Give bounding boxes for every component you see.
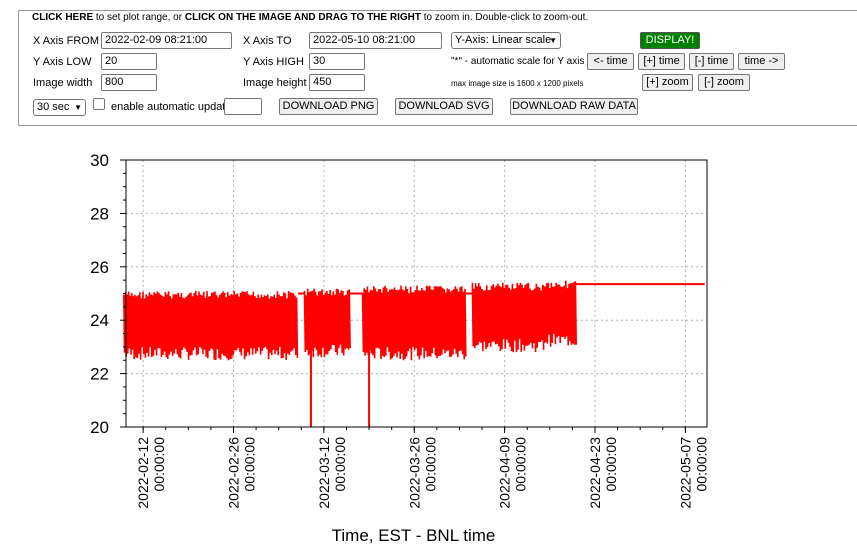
- x-tick-date: 2022-04-09: [497, 437, 513, 509]
- y-tick-label: 24: [90, 311, 109, 330]
- y-tick-label: 26: [90, 258, 109, 277]
- y-axis-scale-select[interactable]: Y-Axis: Linear scale ▼: [451, 32, 561, 49]
- x-tick-time: 00:00:00: [241, 437, 257, 492]
- auto-update-checkbox[interactable]: [93, 98, 105, 110]
- x-tick-time: 00:00:00: [422, 437, 438, 492]
- x-tick-label: 2022-04-09 00:00:00: [497, 437, 529, 509]
- time-minus-button[interactable]: [-] time: [689, 53, 734, 70]
- legend-part: CLICK ON THE IMAGE AND DRAG TO THE RIGHT: [184, 12, 421, 23]
- x-axis-to-input[interactable]: 2022-05-10 08:21:00: [309, 32, 442, 49]
- x-tick-date: 2022-04-23: [587, 437, 603, 509]
- download-png-button[interactable]: DOWNLOAD PNG: [279, 98, 378, 115]
- x-tick-label: 2022-04-23 00:00:00: [587, 437, 619, 509]
- series-segment: [361, 285, 467, 361]
- time-plus-button[interactable]: [+] time: [638, 53, 685, 70]
- display-button[interactable]: DISPLAY!: [640, 32, 700, 49]
- auto-update-label: enable automatic update: [111, 101, 232, 113]
- x-axis-from-input[interactable]: 2022-02-09 08:21:00: [101, 32, 232, 49]
- y-axis-high-input[interactable]: 30: [309, 53, 365, 70]
- series-segment: [471, 282, 545, 353]
- refresh-interval-value: 30 sec: [37, 101, 70, 113]
- time-forward-button[interactable]: time ->: [738, 53, 785, 70]
- image-height-label: Image height: [243, 77, 307, 89]
- x-tick-time: 00:00:00: [513, 437, 529, 492]
- y-tick-label: 30: [90, 151, 109, 170]
- x-tick-time: 00:00:00: [693, 437, 709, 492]
- x-tick-date: 2022-02-26: [225, 437, 241, 509]
- y-axis-low-input[interactable]: 20: [101, 53, 157, 70]
- y-tick-label: 22: [90, 365, 109, 384]
- x-axis-to-label: X Axis TO: [243, 35, 292, 47]
- zoom-out-button[interactable]: [-] zoom: [698, 74, 750, 91]
- legend-part: to zoom in. Double-click to zoom-out.: [420, 12, 589, 23]
- auto-update-input[interactable]: [224, 98, 262, 115]
- image-width-input[interactable]: 800: [101, 74, 157, 91]
- x-tick-date: 2022-03-26: [406, 437, 422, 509]
- auto-scale-note: "*" - automatic scale for Y axis: [451, 56, 585, 67]
- y-axis-high-label: Y Axis HIGH: [243, 56, 304, 68]
- x-tick-label: 2022-02-12 00:00:00: [135, 437, 167, 509]
- x-tick-time: 00:00:00: [332, 437, 348, 492]
- legend-part: CLICK HERE: [32, 12, 94, 23]
- download-raw-data-button[interactable]: DOWNLOAD RAW DATA: [510, 98, 638, 115]
- x-tick-label: 2022-03-12 00:00:00: [316, 437, 348, 509]
- chart-data-layer: [123, 280, 705, 427]
- image-height-input[interactable]: 450: [309, 74, 365, 91]
- series-segment: [542, 280, 577, 347]
- x-tick-date: 2022-05-07: [677, 437, 693, 509]
- image-width-label: Image width: [33, 77, 93, 89]
- x-tick-date: 2022-02-12: [135, 437, 151, 509]
- plot-controls-panel: [18, 10, 857, 126]
- chevron-down-icon: ▼: [74, 103, 82, 112]
- x-tick-time: 00:00:00: [151, 437, 167, 492]
- x-axis-label: Time, EST - BNL time: [332, 526, 496, 545]
- x-axis-from-label: X Axis FROM: [33, 35, 100, 47]
- series-segment: [303, 288, 351, 358]
- legend-part: to set plot range, or: [93, 12, 185, 23]
- x-tick-date: 2022-03-12: [316, 437, 332, 509]
- x-tick-label: 2022-03-26 00:00:00: [406, 437, 438, 509]
- y-tick-label: 20: [90, 418, 109, 437]
- x-tick-time: 00:00:00: [603, 437, 619, 492]
- chevron-down-icon: ▼: [549, 36, 557, 45]
- max-size-note: max image size is 1600 x 1200 pixels: [451, 79, 584, 88]
- series-segment: [123, 290, 299, 361]
- x-tick-label: 2022-05-07 00:00:00: [677, 437, 709, 509]
- plot-controls-legend[interactable]: CLICK HERE to set plot range, or CLICK O…: [30, 12, 591, 24]
- time-back-button[interactable]: <- time: [587, 53, 634, 70]
- x-tick-label: 2022-02-26 00:00:00: [225, 437, 257, 509]
- y-axis-low-label: Y Axis LOW: [33, 56, 92, 68]
- y-tick-label: 28: [90, 204, 109, 223]
- refresh-interval-select[interactable]: 30 sec ▼: [33, 99, 86, 116]
- download-svg-button[interactable]: DOWNLOAD SVG: [395, 98, 493, 115]
- zoom-in-button[interactable]: [+] zoom: [642, 74, 693, 91]
- y-axis-scale-value: Y-Axis: Linear scale: [455, 34, 552, 46]
